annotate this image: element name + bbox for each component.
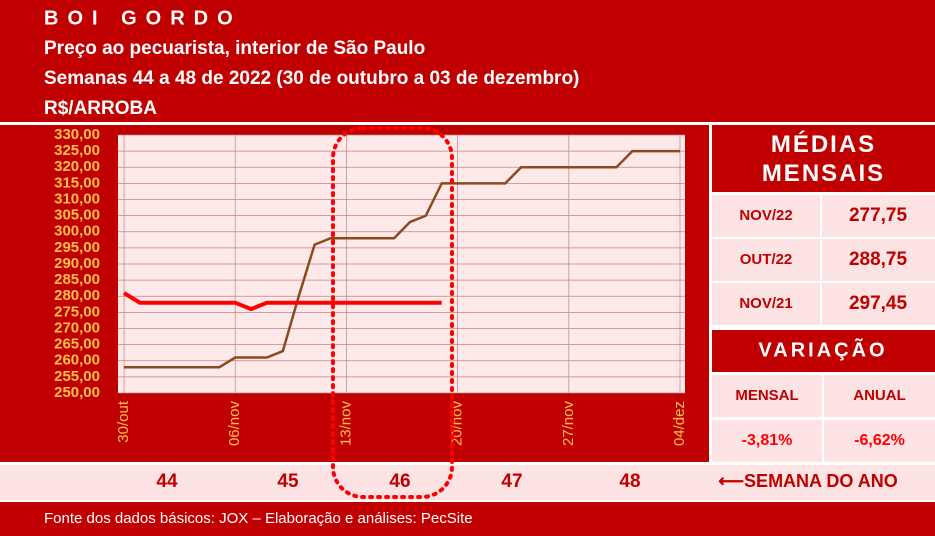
avg-month: NOV/21	[739, 295, 792, 312]
y-tick-label: 320,00	[54, 158, 100, 175]
var-label-bg	[712, 375, 822, 417]
avg-value-bg	[822, 283, 935, 325]
y-tick-label: 270,00	[54, 319, 100, 336]
var-label-bg	[824, 375, 935, 417]
variation-title-bg	[712, 330, 935, 372]
x-tick-label: 06/nov	[226, 401, 243, 447]
avg-label-bg	[712, 195, 820, 237]
y-tick-label: 310,00	[54, 190, 100, 207]
week-number: 44	[156, 471, 178, 492]
weeks: 44 45 46 47 48	[156, 471, 640, 492]
x-tick-label: 27/nov	[560, 401, 577, 447]
avg-value-bg	[822, 195, 935, 237]
var-label: MENSAL	[735, 387, 798, 404]
week-number: 47	[501, 471, 522, 492]
title: BOI GORDO	[44, 7, 242, 29]
header-bg	[0, 0, 935, 122]
panel-title: MÉDIAS MENSAIS	[761, 131, 886, 187]
y-tick-label: 305,00	[54, 207, 100, 224]
panel-title-bg	[712, 125, 935, 192]
week-number: 45	[277, 471, 299, 492]
panel-title-box: MÉDIAS MENSAIS	[761, 131, 886, 187]
y-tick-label: 260,00	[54, 352, 100, 369]
y-tick-label: 330,00	[54, 126, 100, 143]
avg-label-bg	[712, 283, 820, 325]
y-tick-label: 280,00	[54, 287, 100, 304]
x-tick-label: 30/out	[115, 400, 132, 443]
series-line	[124, 149, 680, 369]
x-tick-label: 04/dez	[671, 401, 688, 446]
highlight-week	[331, 126, 454, 499]
y-tick-label: 315,00	[54, 174, 100, 191]
unit: R$/ARROBA	[44, 98, 157, 119]
y-tick-label: 290,00	[54, 255, 100, 272]
y-tick-label: 295,00	[54, 239, 100, 256]
avg-value-bg	[822, 239, 935, 281]
period: Semanas 44 a 48 de 2022 (30 de outubro a…	[44, 68, 579, 89]
avg-value: 277,75	[849, 205, 908, 226]
variation-title: VARIAÇÃO	[758, 338, 887, 361]
var-label: ANUAL	[853, 387, 906, 404]
avg-month: OUT/22	[740, 251, 793, 268]
y-tick-label: 285,00	[54, 271, 100, 288]
var-value: -6,62%	[854, 432, 905, 449]
y-tick-label: 250,00	[54, 384, 100, 401]
week-number: 48	[619, 471, 640, 492]
x-tick-label: 13/nov	[337, 401, 354, 447]
subtitle: Preço ao pecuarista, interior de São Pau…	[44, 38, 425, 59]
y-tick-label: 300,00	[54, 223, 100, 240]
footer: Fonte dos dados básicos: JOX – Elaboraçã…	[44, 510, 473, 527]
avg-value: 297,45	[849, 293, 908, 314]
avg-month: NOV/22	[739, 207, 792, 224]
weeks-bg	[0, 465, 935, 500]
y-tick-label: 265,00	[54, 336, 100, 353]
footer-bg	[0, 502, 935, 536]
y-tick-label: 255,00	[54, 368, 100, 385]
weeks-label: ⟵SEMANA DO ANO	[718, 471, 897, 491]
y-tick-label: 325,00	[54, 142, 100, 159]
series-line	[122, 291, 442, 312]
avg-label-bg	[712, 239, 820, 281]
averages: NOV/22 277,75 OUT/22 288,75 NOV/21 297,45	[712, 195, 935, 325]
y-tick-label: 275,00	[54, 303, 100, 320]
plot: 250,00255,00260,00265,00270,00275,00280,…	[54, 126, 688, 446]
week-number: 46	[389, 471, 410, 492]
var-value-bg	[712, 420, 822, 462]
var-value-bg	[824, 420, 935, 462]
avg-value: 288,75	[849, 249, 908, 270]
variation: MENSAL -3,81% ANUAL -6,62%	[712, 375, 935, 462]
var-value: -3,81%	[742, 432, 793, 449]
